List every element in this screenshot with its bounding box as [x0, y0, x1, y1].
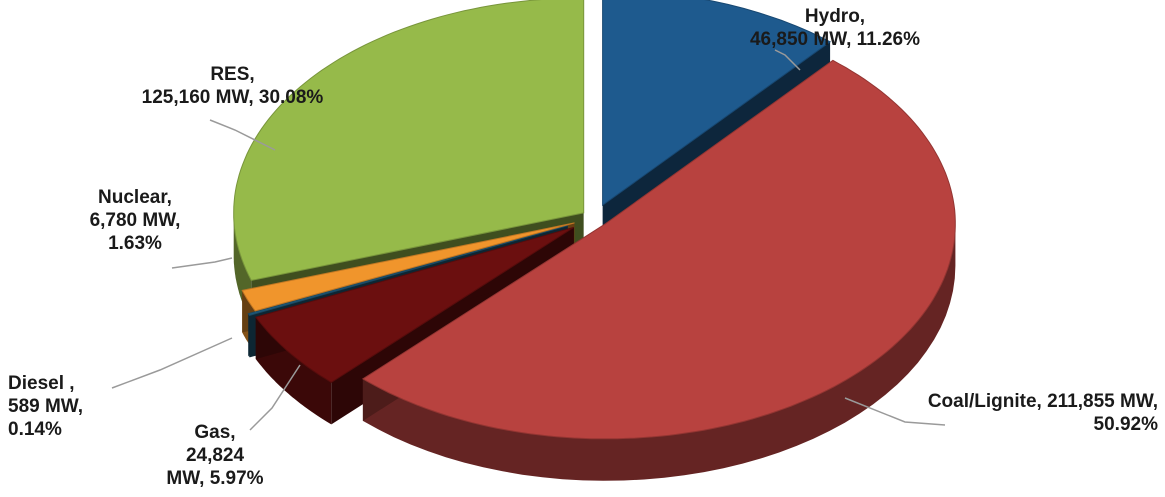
- leader-line-nuclear: [171, 257, 233, 269]
- leader-line-res: [209, 119, 276, 151]
- slice-label-res: RES, 125,160 MW, 30.08%: [100, 63, 365, 109]
- slice-label-nuclear-line-2: 6,780 MW,: [89, 210, 181, 231]
- slice-label-diesel-line-1: Diesel ,: [8, 373, 75, 394]
- slice-label-coal-lignite-line-2: 50.92%: [1093, 414, 1158, 435]
- slice-label-nuclear-line-1: Nuclear,: [98, 187, 172, 208]
- slice-gas: [254, 226, 575, 383]
- slice-label-hydro: Hydro, 46,850 MW, 11.26%: [705, 5, 965, 51]
- slice-side-coal-lignite: [362, 223, 956, 481]
- slice-label-gas-line-2: 24,824: [185, 445, 245, 466]
- slice-label-gas: Gas, 24,824 MW, 5.97%: [145, 421, 285, 490]
- slice-hydro: [602, 0, 832, 207]
- slice-label-gas-line-1: Gas,: [194, 422, 236, 443]
- slice-label-diesel-line-2: 589 MW,: [8, 396, 83, 417]
- slice-coal-lignite: [361, 59, 956, 440]
- leader-line-coal-lignite: [844, 397, 946, 426]
- slice-label-coal-lignite: Coal/Lignite, 211,855 MW, 50.92%: [850, 390, 1158, 436]
- slice-res: [233, 0, 585, 281]
- slice-label-coal-lignite-line-1: Coal/Lignite, 211,855 MW,: [927, 391, 1158, 412]
- slice-label-diesel: Diesel , 589 MW, 0.14%: [8, 372, 138, 441]
- slice-label-diesel-line-3: 0.14%: [8, 419, 62, 440]
- slice-label-nuclear-line-3: 1.63%: [108, 233, 162, 254]
- slice-label-res-line-2: 125,160 MW, 30.08%: [141, 87, 324, 108]
- slice-label-hydro-line-1: Hydro,: [804, 6, 866, 27]
- leader-line-diesel: [111, 337, 233, 389]
- slice-label-res-line-1: RES,: [210, 64, 255, 85]
- leader-line-hydro: [774, 49, 801, 71]
- slice-nuclear: [241, 222, 575, 312]
- slice-label-gas-line-3: MW, 5.97%: [166, 468, 264, 489]
- slice-label-hydro-line-2: 46,850 MW, 11.26%: [749, 29, 921, 50]
- leader-line-gas: [249, 364, 301, 431]
- slice-tops: [233, 0, 956, 440]
- slice-label-nuclear: Nuclear, 6,780 MW, 1.63%: [70, 186, 200, 255]
- leader-lines: [111, 49, 946, 431]
- slice-diesel: [247, 225, 568, 316]
